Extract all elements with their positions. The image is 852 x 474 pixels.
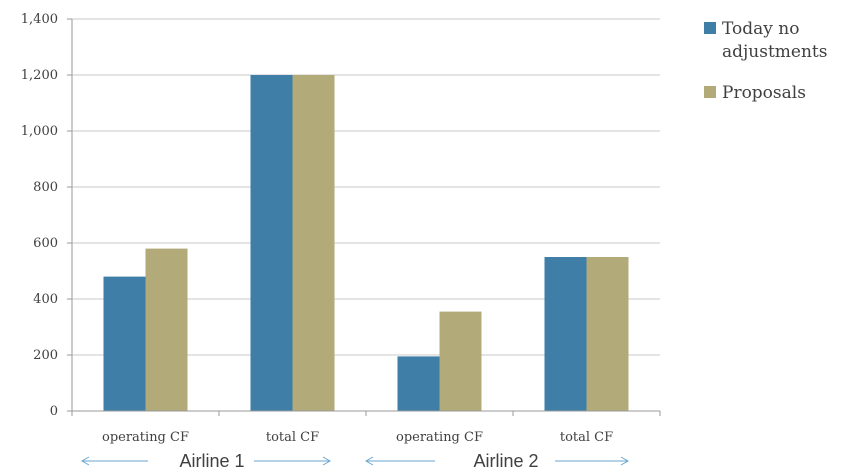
group-arrow-left-head (364, 456, 374, 466)
group-arrow-left-head (80, 456, 90, 466)
y-tick-label: 0 (50, 404, 58, 419)
legend: Today no adjustments Proposals (704, 19, 827, 103)
x-category-label: total CF (266, 430, 319, 445)
legend-label: Proposals (722, 83, 806, 103)
y-tick-label: 1,200 (21, 68, 58, 83)
x-category-label: operating CF (102, 430, 189, 445)
y-tick-label: 1,400 (21, 12, 58, 27)
y-tick-label: 600 (33, 236, 58, 251)
y-tick-label: 800 (33, 180, 58, 195)
legend-label: Today no (722, 19, 799, 39)
legend-swatch (704, 22, 716, 34)
legend-swatch (704, 86, 716, 98)
x-axis: operating CF total CF operating CF total CF (71, 410, 661, 445)
bar-proposals-3 (586, 257, 629, 411)
group-arrow-right-head (322, 456, 332, 466)
bar-proposals-2 (439, 311, 482, 411)
x-category-label: total CF (560, 430, 613, 445)
y-tick-label: 200 (33, 348, 58, 363)
group-labels: Airline 1 Airline 2 (80, 451, 630, 471)
bar-proposals-0 (145, 248, 188, 411)
bars (103, 75, 629, 411)
y-axis: 0 200 400 600 800 1,000 1,200 1,400 (21, 12, 73, 419)
legend-label: adjustments (722, 42, 827, 62)
y-tick-label: 1,000 (21, 124, 58, 139)
x-category-label: operating CF (396, 430, 483, 445)
group-label: Airline 2 (473, 451, 538, 471)
bar-today-no-adjustments-1 (250, 75, 293, 411)
y-tick-label: 400 (33, 292, 58, 307)
bar-today-no-adjustments-0 (103, 276, 146, 411)
bar-today-no-adjustments-3 (544, 257, 587, 411)
group-arrow-right-head (620, 456, 630, 466)
bar-proposals-1 (292, 75, 335, 411)
group-label: Airline 1 (179, 451, 244, 471)
bar-today-no-adjustments-2 (397, 356, 440, 411)
